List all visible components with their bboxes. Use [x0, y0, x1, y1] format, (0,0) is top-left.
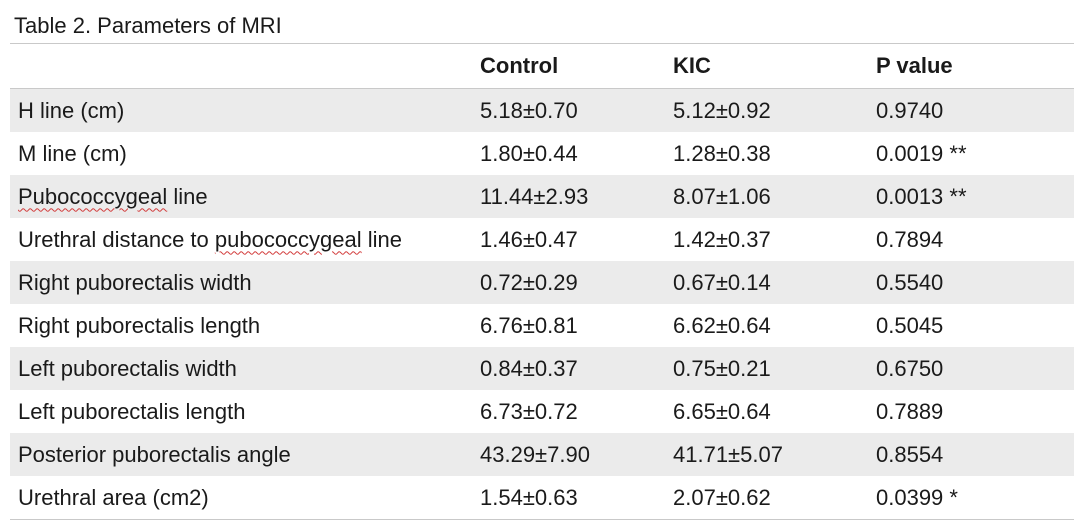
control-value: 43.29±7.90 [472, 433, 665, 476]
kic-value: 6.65±0.64 [665, 390, 868, 433]
p-value: 0.7894 [868, 218, 1074, 261]
row-label: Right puborectalis width [10, 261, 472, 304]
row-label-text: Urethral distance to [18, 226, 215, 252]
row-label: Urethral distance to pubococcygeal line [10, 218, 472, 261]
kic-value: 6.62±0.64 [665, 304, 868, 347]
row-label: Right puborectalis length [10, 304, 472, 347]
kic-value: 0.67±0.14 [665, 261, 868, 304]
row-label: H line (cm) [10, 88, 472, 132]
document-table-figure: Table 2. Parameters of MRI Control KIC P… [10, 0, 1074, 520]
row-label-text: line [361, 226, 403, 252]
kic-value: 1.42±0.37 [665, 218, 868, 261]
column-header-kic: KIC [665, 44, 868, 89]
control-value: 6.73±0.72 [472, 390, 665, 433]
p-value: 0.0013 ** [868, 175, 1074, 218]
table-row: Urethral distance to pubococcygeal line … [10, 218, 1074, 261]
spellcheck-flagged-word: Pubococcygeal [18, 183, 168, 209]
table-row: Urethral area (cm2) 1.54±0.63 2.07±0.62 … [10, 476, 1074, 520]
row-label: Urethral area (cm2) [10, 476, 472, 520]
kic-value: 41.71±5.07 [665, 433, 868, 476]
control-value: 6.76±0.81 [472, 304, 665, 347]
table-row: M line (cm) 1.80±0.44 1.28±0.38 0.0019 *… [10, 132, 1074, 175]
control-value: 0.72±0.29 [472, 261, 665, 304]
row-label: Pubococcygeal line [10, 175, 472, 218]
table-row: Right puborectalis width 0.72±0.29 0.67±… [10, 261, 1074, 304]
p-value: 0.9740 [868, 88, 1074, 132]
mri-parameters-table: Control KIC P value H line (cm) 5.18±0.7… [10, 44, 1074, 520]
kic-value: 8.07±1.06 [665, 175, 868, 218]
table-row: Pubococcygeal line 11.44±2.93 8.07±1.06 … [10, 175, 1074, 218]
control-value: 5.18±0.70 [472, 88, 665, 132]
p-value: 0.5540 [868, 261, 1074, 304]
column-header-parameter [10, 44, 472, 89]
control-value: 0.84±0.37 [472, 347, 665, 390]
row-label-text: line [167, 183, 208, 209]
p-value: 0.0019 ** [868, 132, 1074, 175]
table-row: Left puborectalis length 6.73±0.72 6.65±… [10, 390, 1074, 433]
control-value: 1.80±0.44 [472, 132, 665, 175]
table-row: Right puborectalis length 6.76±0.81 6.62… [10, 304, 1074, 347]
kic-value: 1.28±0.38 [665, 132, 868, 175]
p-value: 0.5045 [868, 304, 1074, 347]
p-value: 0.7889 [868, 390, 1074, 433]
p-value: 0.6750 [868, 347, 1074, 390]
control-value: 1.46±0.47 [472, 218, 665, 261]
kic-value: 0.75±0.21 [665, 347, 868, 390]
table-row: H line (cm) 5.18±0.70 5.12±0.92 0.9740 [10, 88, 1074, 132]
control-value: 11.44±2.93 [472, 175, 665, 218]
table-caption: Table 2. Parameters of MRI [10, 0, 1074, 44]
p-value: 0.8554 [868, 433, 1074, 476]
spellcheck-flagged-word: pubococcygeal [214, 226, 362, 252]
p-value: 0.0399 * [868, 476, 1074, 520]
row-label: Left puborectalis length [10, 390, 472, 433]
kic-value: 5.12±0.92 [665, 88, 868, 132]
kic-value: 2.07±0.62 [665, 476, 868, 520]
table-header-row: Control KIC P value [10, 44, 1074, 89]
table-row: Left puborectalis width 0.84±0.37 0.75±0… [10, 347, 1074, 390]
column-header-control: Control [472, 44, 665, 89]
control-value: 1.54±0.63 [472, 476, 665, 520]
row-label: M line (cm) [10, 132, 472, 175]
row-label: Left puborectalis width [10, 347, 472, 390]
table-row: Posterior puborectalis angle 43.29±7.90 … [10, 433, 1074, 476]
row-label: Posterior puborectalis angle [10, 433, 472, 476]
column-header-p-value: P value [868, 44, 1074, 89]
